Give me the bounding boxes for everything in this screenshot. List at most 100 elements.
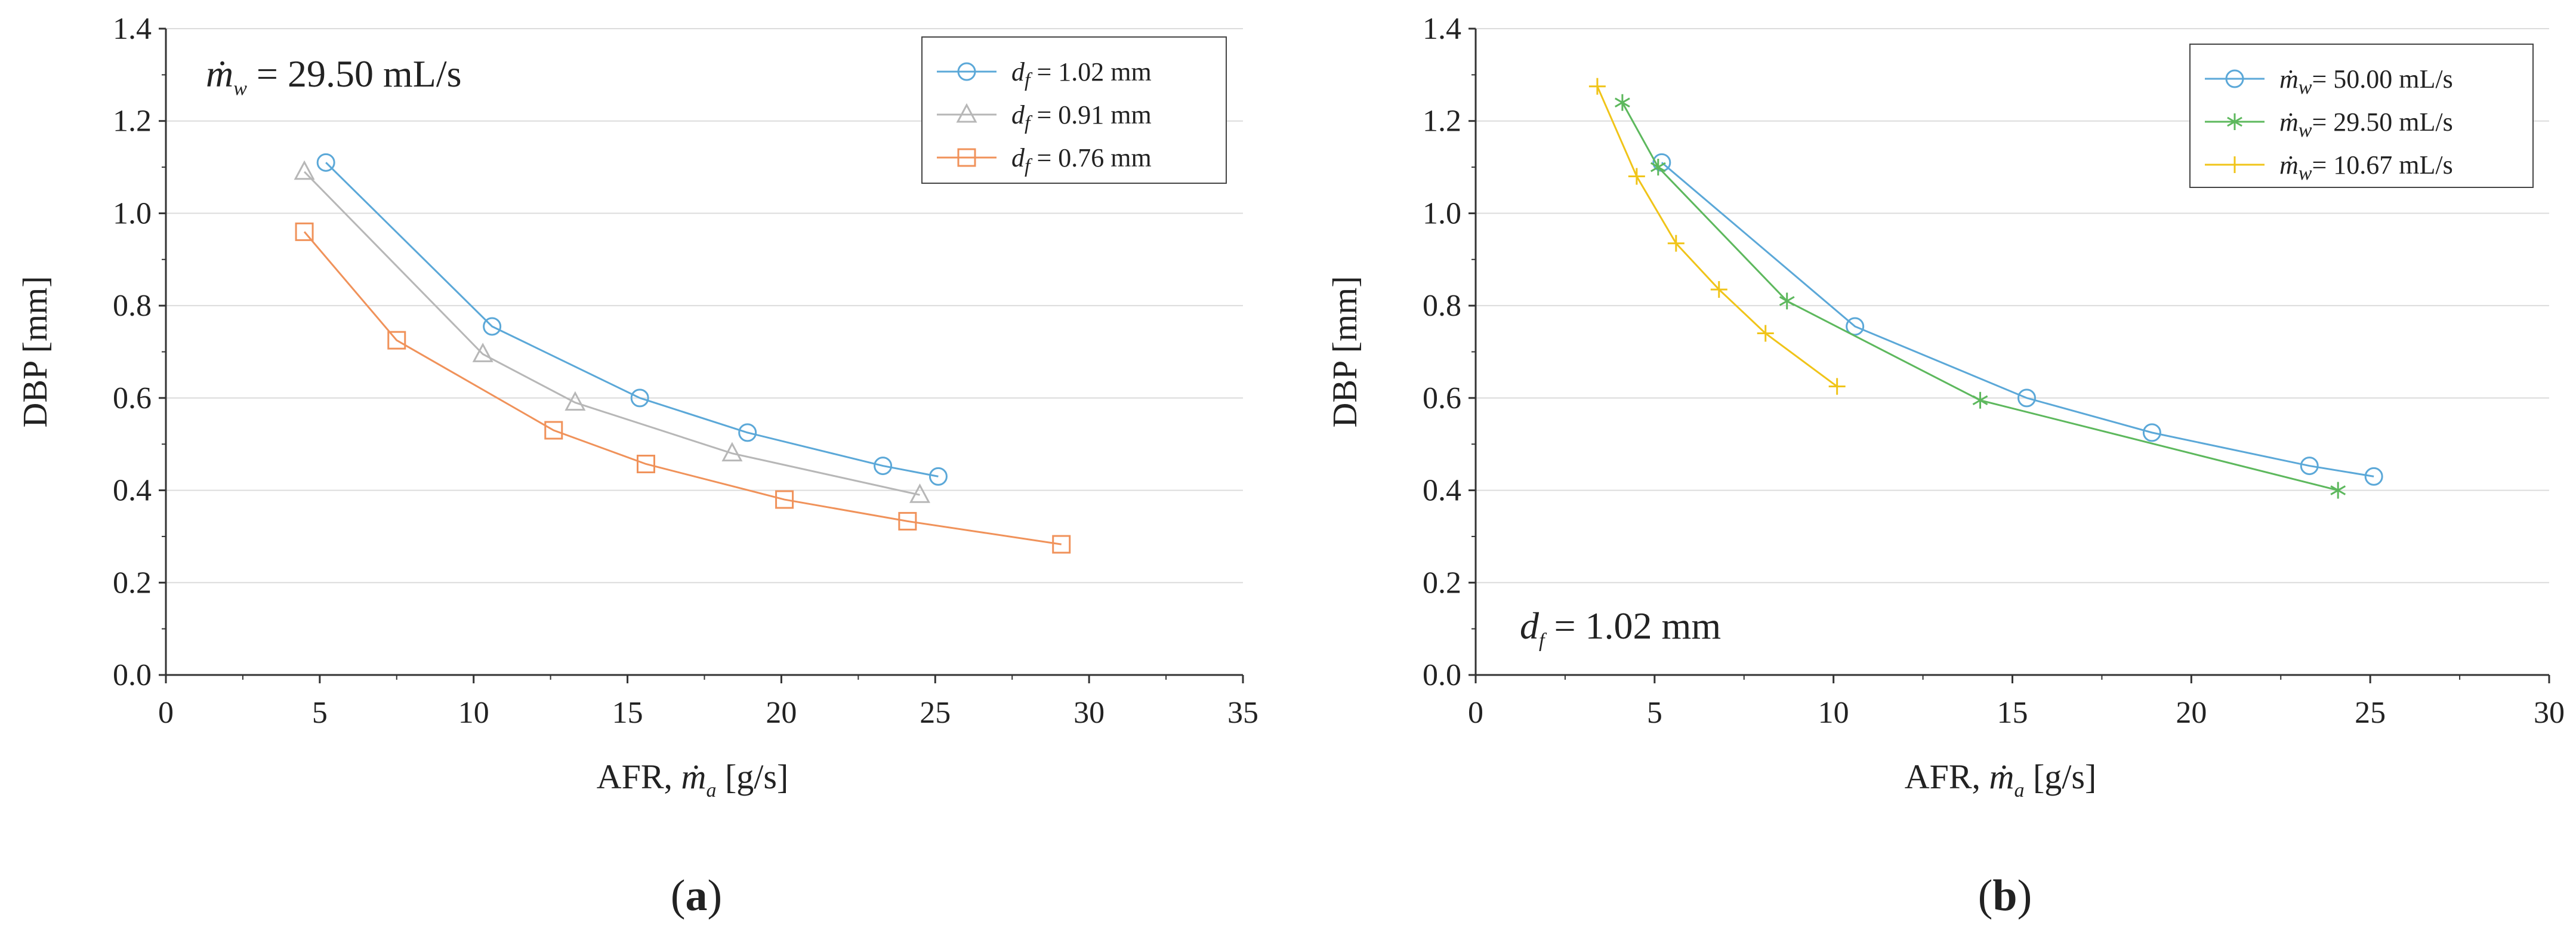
legend-marker xyxy=(2225,69,2244,88)
data-point xyxy=(898,511,917,531)
y-axis-label: DBP [mm] xyxy=(1325,276,1364,427)
y-tick-label: 0.8 xyxy=(1423,289,1461,323)
data-point xyxy=(2300,457,2319,476)
condition-annotation: ṁw = 29.50 mL/s xyxy=(206,53,462,100)
data-point xyxy=(472,343,493,362)
x-tick-label: 20 xyxy=(766,696,797,730)
data-point xyxy=(1588,78,1606,95)
marker-stroke xyxy=(1614,97,1630,108)
data-point xyxy=(637,454,656,473)
y-tick-label: 0.0 xyxy=(113,658,152,692)
y-tick-label: 0.2 xyxy=(113,566,152,600)
x-tick-label: 5 xyxy=(312,696,328,730)
x-tick-label: 15 xyxy=(612,696,643,730)
legend-marker xyxy=(957,62,976,81)
legend-item-1: ṁw= 50.00 mL/s xyxy=(2205,64,2453,98)
legend-label: df = 0.91 mm xyxy=(1011,100,1152,134)
marker-stroke xyxy=(2227,116,2242,127)
x-tick-label: 30 xyxy=(2534,696,2565,730)
data-point xyxy=(1052,535,1071,554)
legend-label: df = 1.02 mm xyxy=(1011,57,1152,91)
y-tick-label: 0.8 xyxy=(113,289,152,323)
data-point xyxy=(295,222,314,241)
series-2 xyxy=(1614,94,2346,499)
series-3 xyxy=(1588,78,1846,395)
x-tick-label: 25 xyxy=(920,696,951,730)
x-axis-label: AFR, ṁa [g/s] xyxy=(597,757,789,801)
y-axis-label: DBP [mm] xyxy=(16,276,54,427)
data-point xyxy=(316,153,335,172)
legend-marker xyxy=(956,103,977,123)
y-tick-label: 0.6 xyxy=(1423,381,1461,415)
legend: ṁw= 50.00 mL/s ṁw= 29.50 mL/s ṁw= 10.67 mL… xyxy=(2189,44,2534,188)
panel-label: (a) xyxy=(671,871,722,920)
series-line xyxy=(1661,162,2374,477)
marker-stroke xyxy=(1650,162,1666,172)
data-point xyxy=(1650,159,1666,176)
x-tick-label: 25 xyxy=(2355,696,2386,730)
legend-label: df = 0.76 mm xyxy=(1011,143,1152,177)
y-tick-label: 0.4 xyxy=(113,474,152,508)
data-point xyxy=(564,391,586,411)
legend-label: ṁw= 10.67 mL/s xyxy=(2279,150,2453,184)
legend-label: ṁw= 29.50 mL/s xyxy=(2279,107,2453,141)
x-tick-label: 0 xyxy=(158,696,174,730)
y-tick-label: 1.4 xyxy=(113,12,152,46)
chart-panel-a: 0.0 0.2 0.4 0.6 0.8 1.0 1.2 1.4 0 5 10 15 20 25 30 35 DB… xyxy=(16,12,1258,920)
data-point xyxy=(928,467,948,486)
legend-marker xyxy=(957,148,976,167)
legend-item-1: df = 1.02 mm xyxy=(937,57,1152,91)
data-point xyxy=(1628,168,1645,185)
y-tick-label: 0.6 xyxy=(113,381,152,415)
series-line xyxy=(303,171,920,496)
data-point xyxy=(387,331,406,350)
data-point xyxy=(738,423,757,442)
series-line xyxy=(303,231,1062,545)
data-point xyxy=(1846,317,1865,336)
y-tick-label: 1.4 xyxy=(1423,12,1461,46)
series-1 xyxy=(316,153,948,486)
data-point xyxy=(874,457,893,476)
data-point xyxy=(2142,423,2161,442)
y-tick-label: 1.0 xyxy=(1423,196,1461,230)
data-point xyxy=(1757,325,1774,342)
data-point xyxy=(1710,281,1727,298)
data-point xyxy=(1779,292,1795,310)
data-point xyxy=(1828,378,1846,395)
legend-item-3: ṁw= 10.67 mL/s xyxy=(2205,150,2453,184)
data-point xyxy=(721,442,743,462)
x-tick-label: 10 xyxy=(1818,696,1849,730)
x-tick-label: 5 xyxy=(1647,696,1662,730)
x-tick-label: 15 xyxy=(1997,696,2028,730)
legend-item-3: df = 0.76 mm xyxy=(937,143,1152,177)
legend-item-2: df = 0.91 mm xyxy=(937,100,1152,134)
x-tick-label: 35 xyxy=(1227,696,1258,730)
marker-stroke xyxy=(1779,296,1795,306)
data-point xyxy=(2017,389,2036,408)
series-line xyxy=(1596,86,1838,387)
data-point xyxy=(483,317,502,336)
x-tick-label: 0 xyxy=(1468,696,1483,730)
legend-marker xyxy=(2227,113,2242,130)
x-tick-label: 30 xyxy=(1073,696,1105,730)
panel-label: (b) xyxy=(1978,871,2032,920)
y-tick-label: 1.2 xyxy=(1423,104,1461,138)
data-point xyxy=(1972,391,1988,409)
x-axis-label: AFR, ṁa [g/s] xyxy=(1905,757,2097,801)
data-point xyxy=(544,421,563,440)
y-tick-label: 0.2 xyxy=(1423,566,1461,600)
legend-box xyxy=(2189,44,2534,188)
series-3 xyxy=(295,222,1071,554)
y-tick-label: 1.0 xyxy=(113,196,152,230)
series-1 xyxy=(1652,153,2383,486)
legend-marker xyxy=(2226,156,2243,173)
data-point xyxy=(1614,94,1630,111)
condition-annotation: df = 1.02 mm xyxy=(1520,605,1721,652)
data-point xyxy=(1667,235,1685,252)
data-point xyxy=(2330,482,2346,499)
data-point xyxy=(630,389,649,408)
data-point xyxy=(909,483,931,503)
series-2 xyxy=(294,160,931,503)
chart-panel-b: 0.0 0.2 0.4 0.6 0.8 1.0 1.2 1.4 0 5 10 15 20 25 30 DBP … xyxy=(1325,12,2565,920)
